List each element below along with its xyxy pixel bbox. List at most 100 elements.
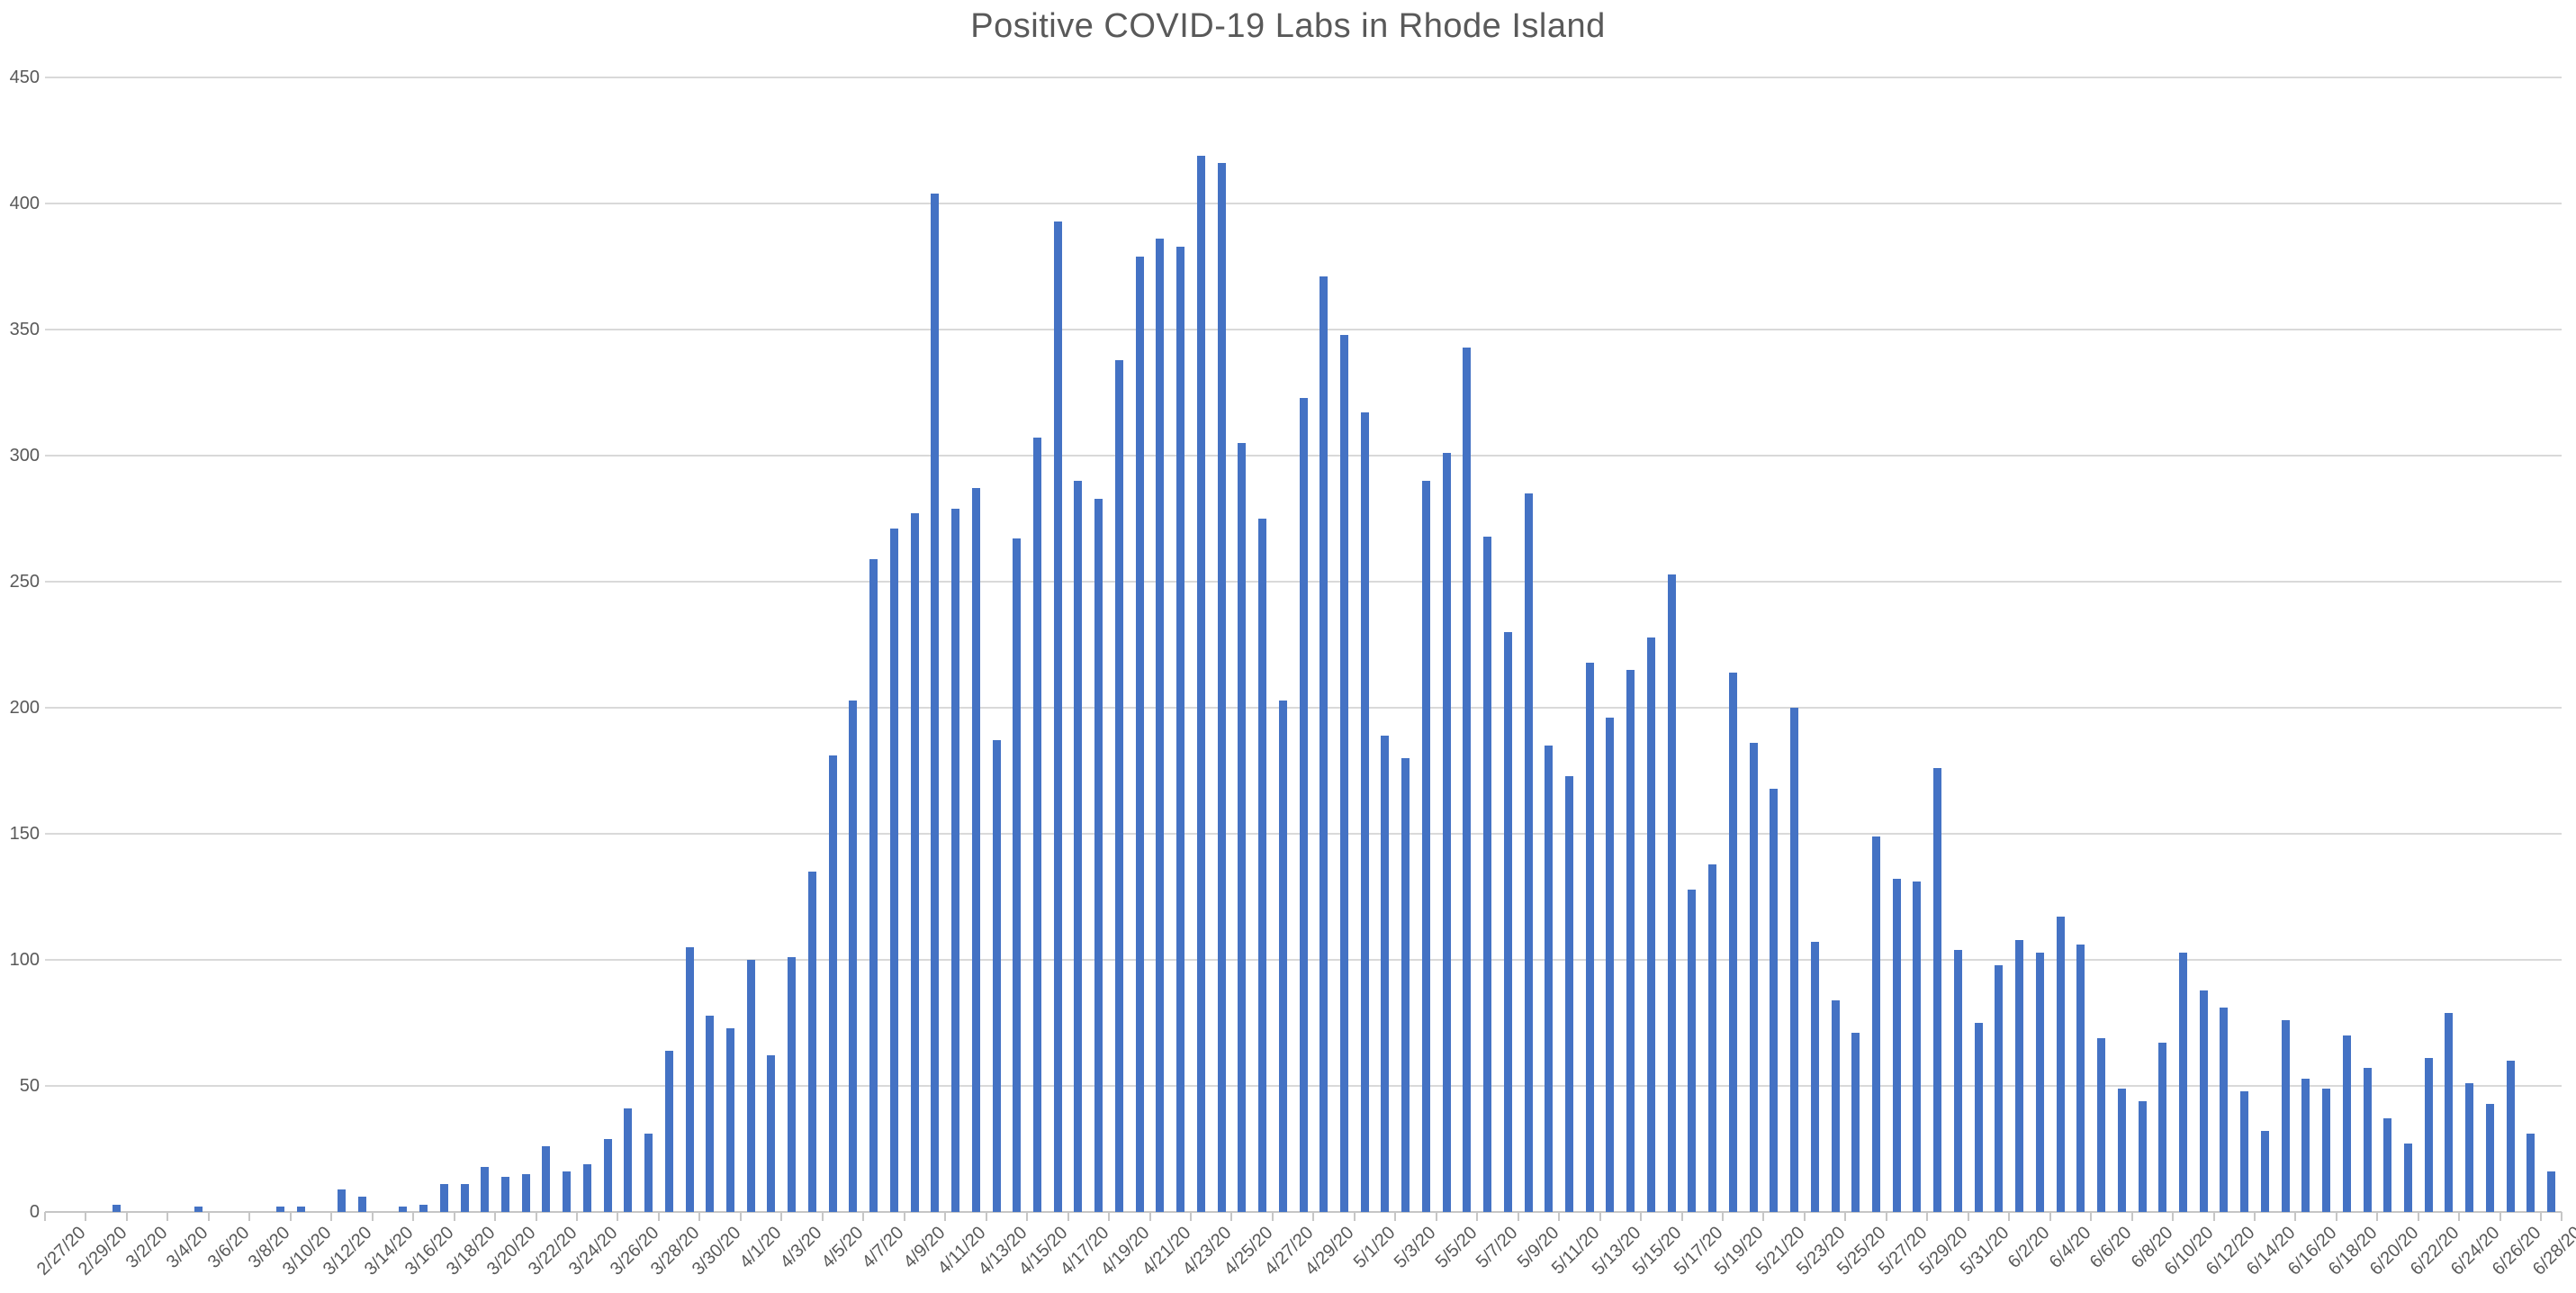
bar[interactable] [2404,1144,2412,1212]
bar[interactable] [500,1176,509,1212]
bar[interactable] [931,193,940,1212]
bar[interactable] [807,872,816,1212]
bar[interactable] [2035,952,2044,1212]
bar[interactable] [1953,949,1962,1212]
bar[interactable] [2076,945,2085,1212]
bar[interactable] [2097,1037,2106,1212]
bar[interactable] [275,1207,284,1212]
bar[interactable] [2445,1012,2454,1212]
bar[interactable] [1995,964,2004,1212]
bar[interactable] [542,1146,551,1212]
bar[interactable] [849,700,858,1212]
bar[interactable] [644,1134,653,1212]
bar[interactable] [460,1184,469,1212]
bar[interactable] [788,957,797,1212]
bar[interactable] [399,1207,408,1212]
bar[interactable] [1545,746,1554,1212]
bar[interactable] [1032,438,1041,1212]
bar[interactable] [1626,670,1635,1212]
bar[interactable] [1688,889,1697,1212]
bar[interactable] [1401,758,1410,1212]
bar[interactable] [1871,836,1880,1212]
bar[interactable] [1217,163,1226,1212]
bar[interactable] [1421,481,1430,1212]
bar[interactable] [2260,1131,2269,1212]
bar[interactable] [1156,239,1165,1212]
bar[interactable] [1565,775,1573,1212]
bar[interactable] [1831,999,1840,1212]
bar[interactable] [1114,359,1123,1212]
bar[interactable] [910,513,919,1212]
bar[interactable] [992,740,1001,1212]
bar[interactable] [2117,1088,2126,1212]
bar[interactable] [1463,347,1472,1212]
bar[interactable] [2158,1043,2167,1212]
bar[interactable] [603,1138,612,1212]
bar[interactable] [2383,1118,2392,1212]
bar[interactable] [1974,1023,1983,1212]
bar[interactable] [194,1207,203,1212]
bar[interactable] [1094,498,1103,1212]
bar[interactable] [2138,1100,2147,1212]
bar[interactable] [1770,788,1779,1212]
bar[interactable] [1667,574,1676,1212]
bar[interactable] [1790,708,1799,1212]
bar[interactable] [1728,672,1737,1212]
bar[interactable] [2301,1078,2310,1212]
bar[interactable] [563,1171,572,1212]
bar[interactable] [1442,453,1451,1212]
bar[interactable] [1381,735,1390,1212]
bar[interactable] [2506,1061,2515,1212]
bar[interactable] [971,488,980,1212]
bar[interactable] [2220,1008,2229,1212]
bar[interactable] [1810,942,1819,1212]
bar[interactable] [338,1189,347,1212]
bar[interactable] [2178,952,2187,1212]
bar[interactable] [1053,221,1062,1212]
bar[interactable] [2485,1103,2494,1212]
bar[interactable] [2199,990,2208,1212]
bar[interactable] [1646,637,1655,1212]
bar[interactable] [1503,632,1512,1212]
bar[interactable] [1913,882,1922,1212]
bar[interactable] [767,1055,776,1212]
bar[interactable] [481,1166,490,1212]
bar[interactable] [1258,519,1267,1212]
bar[interactable] [1892,879,1901,1212]
bar[interactable] [828,755,837,1212]
bar[interactable] [1196,155,1205,1212]
bar[interactable] [1176,246,1185,1212]
bar[interactable] [1278,700,1287,1212]
bar[interactable] [2363,1068,2372,1212]
bar[interactable] [2465,1083,2474,1212]
bar[interactable] [1360,412,1369,1212]
bar[interactable] [624,1108,633,1212]
bar[interactable] [1339,334,1348,1212]
bar[interactable] [1524,493,1533,1212]
bar[interactable] [2424,1058,2433,1212]
bar[interactable] [1749,743,1758,1212]
bar[interactable] [1135,256,1144,1212]
bar[interactable] [726,1027,734,1212]
bar[interactable] [746,960,755,1212]
bar[interactable] [2056,917,2065,1212]
bar[interactable] [869,558,878,1212]
bar[interactable] [2015,939,2024,1212]
bar[interactable] [951,508,960,1212]
bar[interactable] [706,1015,715,1212]
bar[interactable] [113,1204,122,1212]
bar[interactable] [1606,718,1615,1212]
bar[interactable] [2547,1171,2556,1212]
bar[interactable] [296,1207,305,1212]
bar[interactable] [1585,662,1594,1212]
bar[interactable] [1238,443,1247,1212]
bar[interactable] [521,1174,530,1212]
bar[interactable] [685,947,694,1212]
bar[interactable] [1483,536,1492,1212]
bar[interactable] [419,1204,428,1212]
bar[interactable] [2240,1090,2249,1212]
bar[interactable] [2342,1035,2351,1212]
bar[interactable] [1013,538,1022,1212]
bar[interactable] [664,1050,673,1212]
bar[interactable] [439,1184,448,1212]
